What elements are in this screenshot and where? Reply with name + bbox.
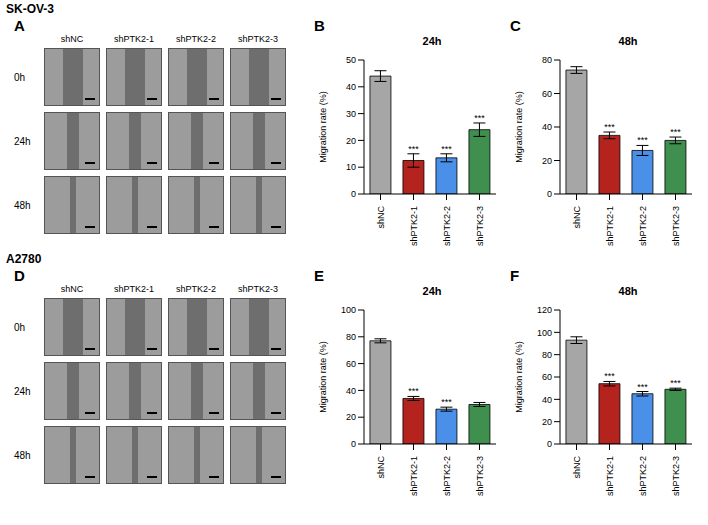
html-text:48h: 48h bbox=[14, 199, 31, 211]
svg-text:100: 100 bbox=[537, 328, 552, 338]
svg-text:Migration rate (%): Migration rate (%) bbox=[514, 341, 524, 413]
html-text:A: A bbox=[14, 17, 25, 34]
svg-text:20: 20 bbox=[542, 417, 552, 427]
svg-text:20: 20 bbox=[346, 412, 356, 422]
svg-text:shPTK2-2: shPTK2-2 bbox=[442, 456, 452, 496]
svg-text:***: *** bbox=[408, 386, 419, 396]
svg-text:80: 80 bbox=[542, 55, 552, 65]
svg-text:60: 60 bbox=[542, 372, 552, 382]
svg-text:shNC: shNC bbox=[376, 206, 386, 229]
html-text:shPTK2-2: shPTK2-2 bbox=[176, 284, 216, 294]
svg-text:0: 0 bbox=[351, 189, 356, 199]
svg-text:shPTK2-1: shPTK2-1 bbox=[605, 456, 615, 496]
svg-text:***: *** bbox=[670, 378, 681, 388]
svg-text:80: 80 bbox=[346, 332, 356, 342]
svg-text:shPTK2-2: shPTK2-2 bbox=[638, 456, 648, 496]
svg-text:20: 20 bbox=[542, 156, 552, 166]
svg-text:shPTK2-3: shPTK2-3 bbox=[671, 206, 681, 246]
svg-text:shPTK2-2: shPTK2-2 bbox=[442, 206, 452, 246]
html-text:E: E bbox=[314, 267, 324, 284]
html-text:24h: 24h bbox=[422, 285, 442, 297]
html-text:A2780: A2780 bbox=[6, 252, 42, 266]
svg-text:shPTK2-3: shPTK2-3 bbox=[475, 456, 485, 496]
svg-text:40: 40 bbox=[542, 395, 552, 405]
html-text:shPTK2-3: shPTK2-3 bbox=[238, 284, 278, 294]
html-text:shPTK2-1: shPTK2-1 bbox=[114, 284, 154, 294]
html-text:48h: 48h bbox=[14, 449, 31, 461]
html-text:B: B bbox=[314, 17, 325, 34]
svg-text:80: 80 bbox=[542, 350, 552, 360]
html-text:shNC: shNC bbox=[60, 34, 84, 44]
svg-text:shNC: shNC bbox=[572, 206, 582, 229]
svg-text:shPTK2-1: shPTK2-1 bbox=[409, 206, 419, 246]
html-text:24h: 24h bbox=[422, 35, 442, 47]
svg-text:40: 40 bbox=[346, 386, 356, 396]
html-text:C: C bbox=[510, 17, 521, 34]
svg-text:120: 120 bbox=[537, 305, 552, 315]
svg-text:***: *** bbox=[408, 144, 419, 154]
html-text:shPTK2-3: shPTK2-3 bbox=[238, 34, 278, 44]
svg-text:100: 100 bbox=[341, 305, 356, 315]
svg-text:***: *** bbox=[441, 144, 452, 154]
html-text:24h: 24h bbox=[14, 135, 31, 147]
svg-text:Migration rate (%): Migration rate (%) bbox=[514, 91, 524, 163]
html-text:48h: 48h bbox=[618, 35, 638, 47]
svg-text:shPTK2-3: shPTK2-3 bbox=[475, 206, 485, 246]
svg-text:***: *** bbox=[441, 397, 452, 407]
html-text:F: F bbox=[510, 267, 520, 284]
svg-text:shPTK2-2: shPTK2-2 bbox=[638, 206, 648, 246]
svg-text:Migration rate (%): Migration rate (%) bbox=[318, 91, 328, 163]
svg-text:60: 60 bbox=[346, 359, 356, 369]
html-text:24h: 24h bbox=[14, 385, 31, 397]
html-text:48h: 48h bbox=[618, 285, 638, 297]
svg-text:shNC: shNC bbox=[572, 456, 582, 479]
svg-text:***: *** bbox=[474, 113, 485, 123]
svg-text:***: *** bbox=[604, 371, 615, 381]
svg-text:***: *** bbox=[670, 127, 681, 137]
svg-text:shNC: shNC bbox=[376, 456, 386, 479]
svg-text:0: 0 bbox=[351, 439, 356, 449]
html-text:0h: 0h bbox=[14, 321, 26, 333]
svg-text:60: 60 bbox=[542, 89, 552, 99]
svg-text:40: 40 bbox=[346, 82, 356, 92]
svg-text:50: 50 bbox=[346, 55, 356, 65]
svg-text:shPTK2-3: shPTK2-3 bbox=[671, 456, 681, 496]
html-text:shNC: shNC bbox=[60, 284, 84, 294]
svg-text:***: *** bbox=[637, 135, 648, 145]
svg-text:shPTK2-1: shPTK2-1 bbox=[605, 206, 615, 246]
html-text:D: D bbox=[14, 267, 25, 284]
html-text:shPTK2-2: shPTK2-2 bbox=[176, 34, 216, 44]
svg-text:***: *** bbox=[637, 382, 648, 392]
svg-text:0: 0 bbox=[547, 189, 552, 199]
svg-text:40: 40 bbox=[542, 122, 552, 132]
svg-text:10: 10 bbox=[346, 162, 356, 172]
svg-text:***: *** bbox=[604, 122, 615, 132]
html-text:shPTK2-1: shPTK2-1 bbox=[114, 34, 154, 44]
svg-text:30: 30 bbox=[346, 109, 356, 119]
svg-text:Migration rate (%): Migration rate (%) bbox=[318, 341, 328, 413]
svg-text:shPTK2-1: shPTK2-1 bbox=[409, 456, 419, 496]
svg-text:20: 20 bbox=[346, 136, 356, 146]
html-text:SK-OV-3: SK-OV-3 bbox=[6, 2, 54, 16]
html-text:0h: 0h bbox=[14, 71, 26, 83]
svg-text:0: 0 bbox=[547, 439, 552, 449]
